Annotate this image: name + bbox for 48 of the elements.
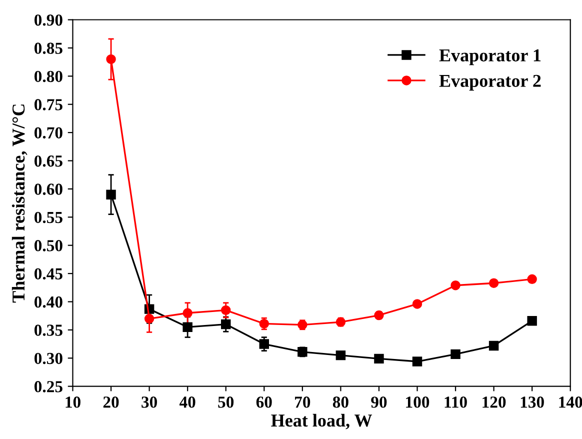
- x-tick-label: 110: [444, 396, 467, 408]
- point: [374, 310, 384, 320]
- point: [374, 354, 384, 364]
- x-tick-label: 140: [559, 396, 582, 408]
- x-axis-title: Heat load, W: [271, 414, 372, 430]
- y-tick-label: 0.80: [34, 70, 62, 82]
- legend-label: Evaporator 1: [439, 49, 541, 66]
- y-tick-label: 0.30: [34, 352, 62, 364]
- x-tick-label: 120: [482, 396, 506, 408]
- y-axis-title: Thermal resistance, W/°C: [12, 104, 28, 303]
- point: [450, 280, 460, 290]
- point: [527, 274, 537, 284]
- x-tick-label: 90: [371, 396, 387, 408]
- point: [336, 350, 346, 360]
- point: [106, 190, 116, 200]
- y-tick-label: 0.85: [34, 42, 62, 54]
- point: [412, 356, 422, 366]
- x-tick-label: 20: [103, 396, 119, 408]
- point: [488, 340, 499, 351]
- point: [527, 316, 537, 326]
- y-tick-label: 0.45: [34, 268, 62, 280]
- y-tick-label: 0.90: [34, 14, 62, 26]
- y-tick-label: 0.55: [34, 212, 62, 224]
- point: [412, 299, 422, 309]
- y-tick-label: 0.50: [34, 240, 62, 252]
- point: [259, 339, 269, 349]
- legend-label: Evaporator 2: [439, 74, 541, 91]
- y-tick-label: 0.40: [34, 296, 62, 308]
- point: [488, 278, 499, 288]
- point: [106, 54, 116, 64]
- x-tick-label: 40: [179, 396, 196, 408]
- x-tick-label: 130: [520, 396, 544, 408]
- y-tick-label: 0.35: [34, 324, 62, 336]
- x-tick-label: 60: [256, 396, 272, 408]
- point: [221, 319, 231, 330]
- y-tick-label: 0.25: [34, 381, 62, 392]
- x-tick-label: 70: [295, 396, 310, 408]
- x-tick-label: 80: [332, 396, 348, 408]
- point: [221, 305, 231, 316]
- x-tick-label: 100: [406, 396, 430, 408]
- x-tick-label: 50: [218, 396, 234, 408]
- point: [450, 349, 460, 360]
- x-tick-label: 10: [66, 396, 80, 408]
- y-tick-label: 0.60: [34, 184, 62, 195]
- y-tick-label: 0.75: [34, 99, 62, 110]
- y-tick-label: 0.65: [34, 155, 62, 167]
- y-tick-label: 0.70: [34, 127, 62, 139]
- x-tick-label: 30: [142, 396, 158, 408]
